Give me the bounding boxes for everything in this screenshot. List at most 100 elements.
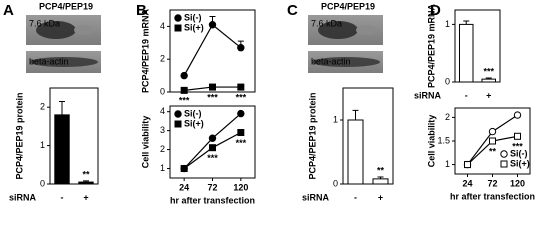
x-axis-label: hr after transfection: [170, 195, 255, 205]
bar: [78, 181, 94, 185]
legend-marker: [174, 110, 182, 118]
plot-frame: [342, 87, 394, 185]
x-tick-label: -: [465, 90, 468, 100]
page: A PCP4/PEP19 7.6 kDa beta-actin 0 1 2 PCP4/PEP1…: [3, 1, 536, 206]
x-tick-label: 120: [233, 182, 248, 192]
x-tick-label: -: [354, 192, 357, 202]
bar: [459, 23, 474, 83]
legend-marker: [174, 120, 182, 128]
y-axis-label: Cell viability: [426, 115, 436, 168]
point: [237, 44, 245, 52]
blot-label: beta-actin: [311, 56, 351, 66]
blot-label: 7.6 kDa: [311, 18, 342, 28]
y-tick-label: 3: [160, 125, 165, 135]
x-tick-label: 72: [207, 182, 217, 192]
significance: ***: [207, 153, 218, 163]
y-tick-label: 4: [160, 21, 165, 31]
blot-title: PCP4/PEP19: [321, 1, 375, 11]
point: [489, 137, 496, 145]
error-bar: [377, 176, 384, 179]
plot-frame: [169, 9, 256, 93]
figure: A PCP4/PEP19 7.6 kDa beta-actin 0 1 2 PCP4/PEP1…: [3, 1, 535, 205]
significance: **: [489, 146, 497, 156]
y-tick-label: 2: [160, 144, 165, 154]
x-tick-label: +: [378, 192, 383, 202]
plot-frame: [454, 9, 501, 83]
x-axis-label: hr after transfection: [450, 191, 535, 201]
y-tick-label: 2: [445, 112, 450, 122]
y-axis-label: PCP4/PEP19 protein: [14, 92, 24, 179]
y-tick-label: 1: [333, 114, 338, 124]
legend-label: Si(+): [184, 22, 204, 32]
point: [237, 83, 245, 91]
blot-title: PCP4/PEP19: [39, 1, 93, 11]
y-tick-label: 0: [445, 76, 450, 86]
x-tick-label: 24: [179, 182, 189, 192]
y-tick-label: 2: [160, 54, 165, 64]
y-tick-label: 1: [40, 140, 45, 150]
x-tick-label: +: [486, 90, 491, 100]
x-tick-label: 24: [462, 178, 472, 188]
legend-marker: [174, 24, 182, 32]
x-tick-label: -: [61, 192, 64, 202]
x-axis-label: siRNA: [9, 192, 37, 202]
legend-marker: [174, 14, 182, 22]
point: [237, 109, 245, 118]
significance: ***: [179, 96, 190, 106]
bar: [347, 119, 364, 185]
panel-letter: C: [287, 2, 298, 19]
y-axis-label: PCP4/PEP19 protein: [307, 92, 317, 179]
error-bar: [485, 77, 492, 80]
point: [209, 83, 216, 91]
error-bar: [59, 100, 65, 115]
significance: ***: [236, 138, 247, 148]
x-axis-label: siRNA: [302, 192, 330, 202]
point: [180, 71, 188, 80]
error-bar: [83, 180, 89, 183]
panel-letter: D: [430, 2, 441, 19]
y-tick-label: 4: [160, 106, 165, 116]
blot-label: 7.6 kDa: [29, 18, 60, 28]
significance: ***: [207, 92, 218, 102]
bar: [54, 114, 70, 185]
blot-band: [356, 25, 376, 35]
point: [180, 86, 188, 94]
x-tick-label: +: [83, 192, 88, 202]
y-tick-label: 1: [445, 19, 450, 29]
point: [488, 127, 497, 136]
y-axis-label: PCP4/PEP19 mRNA: [140, 8, 150, 93]
legend-label: Si(-): [184, 108, 202, 118]
y-tick-label: 2: [40, 102, 45, 112]
x-axis-label: siRNA: [414, 90, 442, 100]
y-tick-label: 1.5: [437, 135, 450, 145]
plot-frame: [49, 87, 99, 185]
y-tick-label: 0: [40, 178, 45, 188]
error-bar: [352, 109, 359, 120]
y-tick-label: 0: [160, 86, 165, 96]
blot-band: [74, 25, 94, 35]
legend-label: Si(+): [184, 118, 204, 128]
bar: [481, 78, 496, 83]
point: [514, 132, 521, 140]
significance: ***: [512, 142, 523, 152]
y-axis-label: PCP4/PEP19 mRNA: [426, 3, 436, 88]
blot-band: [312, 57, 380, 67]
significance: ***: [483, 66, 494, 76]
error-bar: [463, 20, 470, 25]
significance: ***: [236, 92, 247, 102]
y-tick-label: 1: [445, 159, 450, 169]
y-tick-label: 1: [160, 163, 165, 173]
bar: [372, 178, 389, 185]
panel-letter: B: [136, 2, 147, 19]
significance: **: [377, 165, 385, 175]
x-tick-label: 72: [487, 178, 497, 188]
blot-band: [36, 21, 76, 39]
legend-label: Si(+): [510, 158, 530, 168]
point: [237, 129, 245, 137]
legend-marker: [500, 160, 508, 168]
legend-label: Si(-): [184, 12, 202, 22]
series-line: [183, 23, 242, 76]
point: [209, 144, 216, 152]
blot-band: [30, 57, 98, 67]
legend-marker: [500, 150, 508, 158]
